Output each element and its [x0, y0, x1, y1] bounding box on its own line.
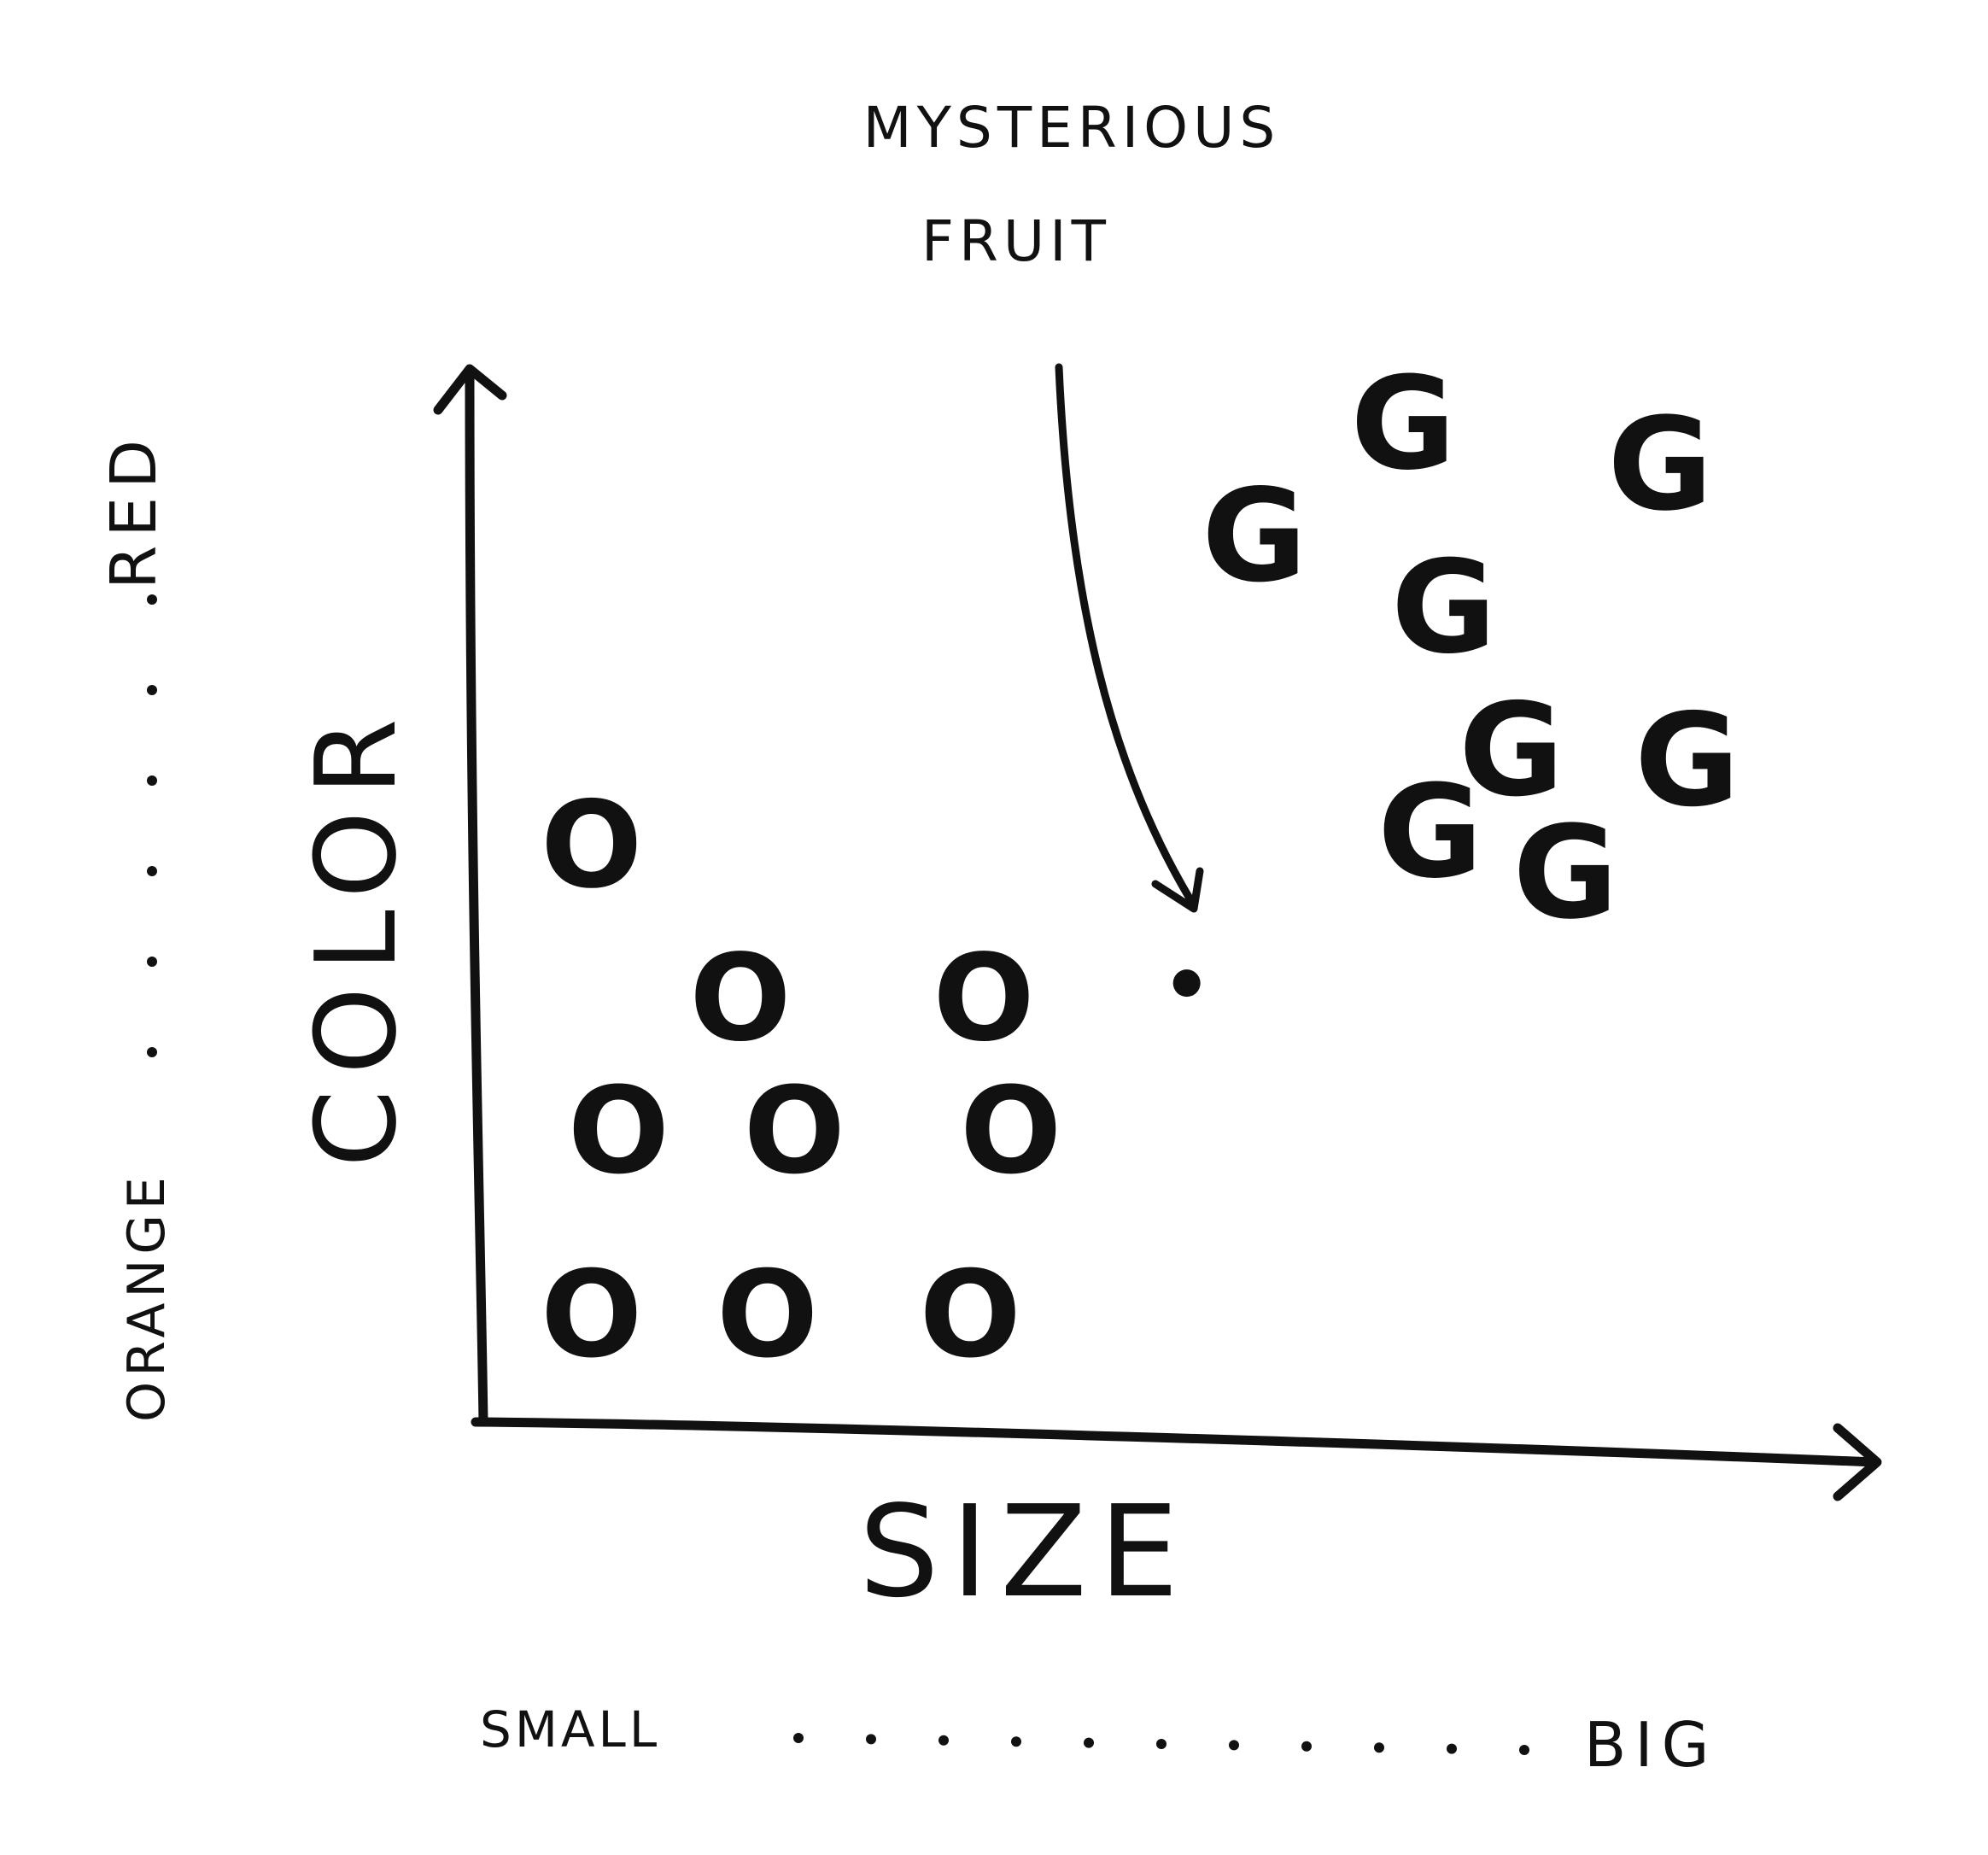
x-scale-dot [1447, 1743, 1457, 1754]
x-scale-dot [1519, 1745, 1529, 1755]
y-scale-dot [147, 957, 157, 967]
y-axis [465, 366, 488, 1427]
x-axis [471, 1417, 1880, 1467]
y-axis-arrowhead [433, 364, 507, 415]
orange-point-3: O [933, 929, 1035, 1068]
grapefruit-point-6: G [1634, 687, 1740, 835]
y-scale-low-label: ORANGE [117, 1172, 177, 1422]
orange-point-8: O [716, 1246, 818, 1385]
annotation-text-line-2: FRUIT [921, 208, 1111, 274]
orange-point-4: O [568, 1062, 669, 1201]
annotation-arrow [1055, 363, 1198, 910]
x-scale-dot [1156, 1739, 1166, 1749]
data-points-layer: OO OO O OO O OGG GGG GG G [541, 350, 1740, 1385]
x-scale-dot [1301, 1741, 1312, 1752]
y-scale-high-label: RED [97, 431, 171, 589]
orange-point-1: O [541, 776, 642, 916]
x-scale-dot [938, 1735, 949, 1746]
x-scale-dot [866, 1734, 876, 1745]
orange-point-2: O [689, 929, 791, 1068]
y-scale-dots [147, 594, 157, 1057]
y-scale-dot [147, 685, 157, 695]
x-scale-dots [793, 1733, 1529, 1755]
x-scale-dot [1229, 1740, 1239, 1751]
annotation-arrowhead [1151, 867, 1204, 913]
x-scale-high-label: BIG [1584, 1709, 1717, 1781]
orange-point-7: O [541, 1246, 642, 1385]
y-scale-dot [147, 1047, 157, 1057]
y-axis-title: COLOR [291, 703, 421, 1167]
y-scale-dot [147, 866, 157, 876]
x-scale-dot [1374, 1742, 1384, 1753]
query-point [1172, 969, 1201, 998]
grapefruit-point-7: G [1377, 758, 1482, 907]
x-scale-low-label: SMALL [480, 1700, 660, 1758]
grapefruit-point-3: G [1608, 391, 1713, 540]
orange-point-6: O [960, 1062, 1061, 1201]
grapefruit-point-5: G [1459, 676, 1564, 825]
orange-point-5: O [744, 1062, 845, 1201]
y-scale-dot [147, 775, 157, 786]
x-axis-title: SIZE [859, 1478, 1191, 1625]
y-scale-dot [147, 594, 157, 605]
x-axis-arrowhead [1833, 1423, 1882, 1501]
x-scale-dot [1084, 1737, 1094, 1748]
orange-point-9: O [920, 1246, 1021, 1385]
x-scale-dot [793, 1733, 804, 1743]
grapefruit-point-2: G [1351, 350, 1456, 499]
grapefruit-point-4: G [1391, 534, 1496, 682]
x-scale-dot [1011, 1736, 1021, 1747]
annotation-text-line-1: MYSTERIOUS [863, 95, 1281, 161]
grapefruit-point-1: G [1202, 462, 1307, 611]
grapefruit-point-8: G [1513, 799, 1618, 948]
